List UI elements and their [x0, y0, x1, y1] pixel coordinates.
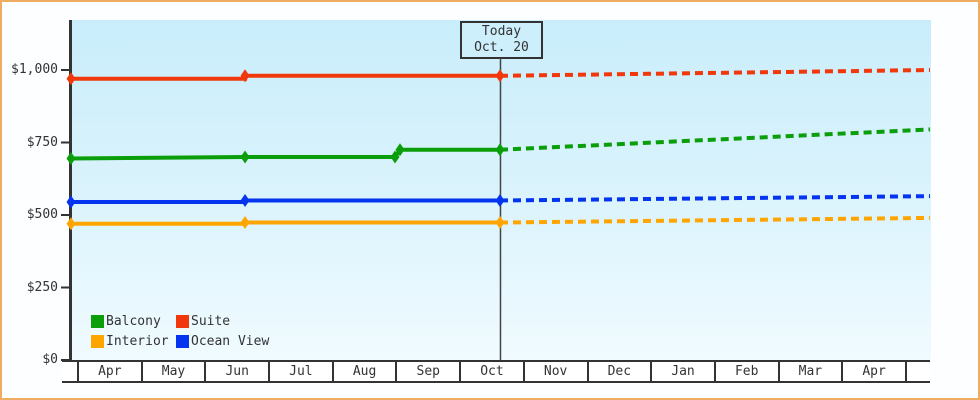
legend-label: Interior [106, 333, 169, 349]
legend-swatch-icon [176, 334, 189, 348]
x-axis-filler [904, 362, 930, 381]
month-cell: Jul [268, 362, 332, 381]
month-cell: Dec [586, 362, 651, 381]
y-axis-label: $1,000 [11, 62, 58, 77]
month-cell: Mar [777, 362, 842, 381]
month-cell: Apr [77, 362, 141, 381]
today-date: Oct. 20 [474, 40, 529, 55]
legend-item-ocean-view: Ocean View [176, 331, 269, 351]
legend: Balcony Suite Interior Ocean View [91, 311, 269, 351]
legend-swatch-icon [176, 314, 189, 328]
month-cell: Nov [522, 362, 587, 381]
y-axis-label: $750 [26, 134, 58, 150]
month-cell: Jan [650, 362, 714, 381]
today-box: Today Oct. 20 [460, 21, 543, 59]
legend-label: Balcony [106, 313, 161, 329]
legend-swatch-icon [91, 334, 104, 348]
plot-area [71, 20, 931, 360]
legend-item-suite: Suite [176, 311, 269, 331]
month-cell: Aug [331, 362, 396, 381]
today-label: Today [481, 24, 522, 39]
legend-label: Ocean View [191, 333, 270, 349]
x-axis-spacer [62, 362, 77, 381]
month-cell: Jun [204, 362, 268, 381]
month-cell: Oct [459, 362, 523, 381]
y-axis-label: $250 [26, 279, 58, 295]
legend-swatch-icon [91, 314, 104, 328]
y-axis-label: $500 [26, 207, 58, 222]
month-cell: Sep [395, 362, 459, 381]
month-cell: Apr [841, 362, 905, 381]
y-axis-label: $0 [42, 352, 58, 367]
month-cell: May [140, 362, 205, 381]
legend-item-balcony: Balcony [91, 311, 176, 331]
x-axis-table: Apr May Jun Jul Aug Sep Oct Nov Dec Jan Feb Mar Apr [62, 360, 930, 383]
month-cell: Feb [713, 362, 778, 381]
legend-item-interior: Interior [91, 331, 176, 351]
legend-label: Suite [191, 313, 231, 329]
